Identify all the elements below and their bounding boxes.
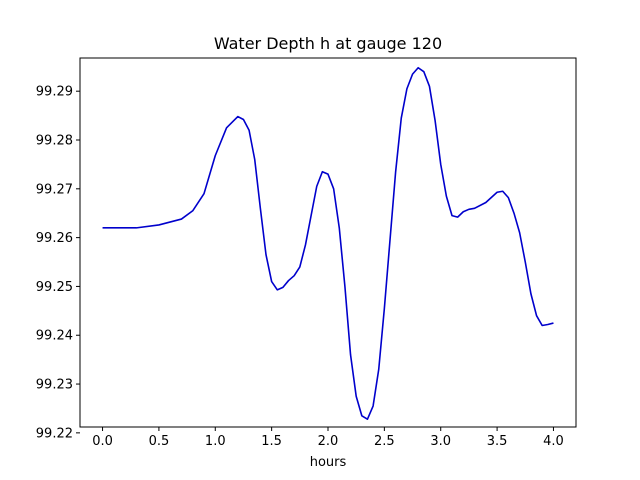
y-tick-label: 99.24 [36,329,73,344]
x-axis-label: hours [310,455,347,470]
y-tick-label: 99.22 [36,426,73,441]
y-tick-label: 99.28 [36,134,73,149]
x-tick-label: 2.0 [318,434,339,449]
x-tick-label: 0.5 [149,434,170,449]
x-tick-label: 2.5 [374,434,395,449]
x-tick-label: 4.0 [543,434,564,449]
x-tick-label: 3.5 [487,434,508,449]
x-tick-label: 1.0 [205,434,226,449]
x-tick-label: 1.5 [261,434,282,449]
series-line-0 [102,66,554,420]
x-axis: 0.0 0.5 1.0 1.5 2.0 2.5 3.0 3.5 4.0 [92,427,564,449]
data-series-line [102,66,554,420]
plot-frame [79,57,577,428]
y-axis: 99.22 99.23 99.24 99.25 99.26 99.27 99.28 99.29 [36,85,80,441]
y-tick-label: 99.25 [36,280,73,295]
y-tick-label: 99.26 [36,231,73,246]
chart-title: Water Depth h at gauge 120 [214,34,442,53]
x-tick-label: 0.0 [92,434,113,449]
x-tick-label: 3.0 [430,434,451,449]
y-tick-label: 99.27 [36,182,73,197]
y-tick-label: 99.23 [36,378,73,393]
y-tick-label: 99.29 [36,85,73,100]
